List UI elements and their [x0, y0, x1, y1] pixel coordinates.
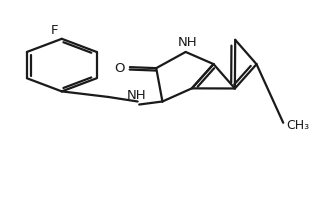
Text: F: F — [50, 24, 58, 37]
Text: CH₃: CH₃ — [286, 119, 309, 132]
Text: NH: NH — [126, 89, 146, 102]
Text: NH: NH — [177, 36, 197, 49]
Text: O: O — [114, 61, 124, 74]
